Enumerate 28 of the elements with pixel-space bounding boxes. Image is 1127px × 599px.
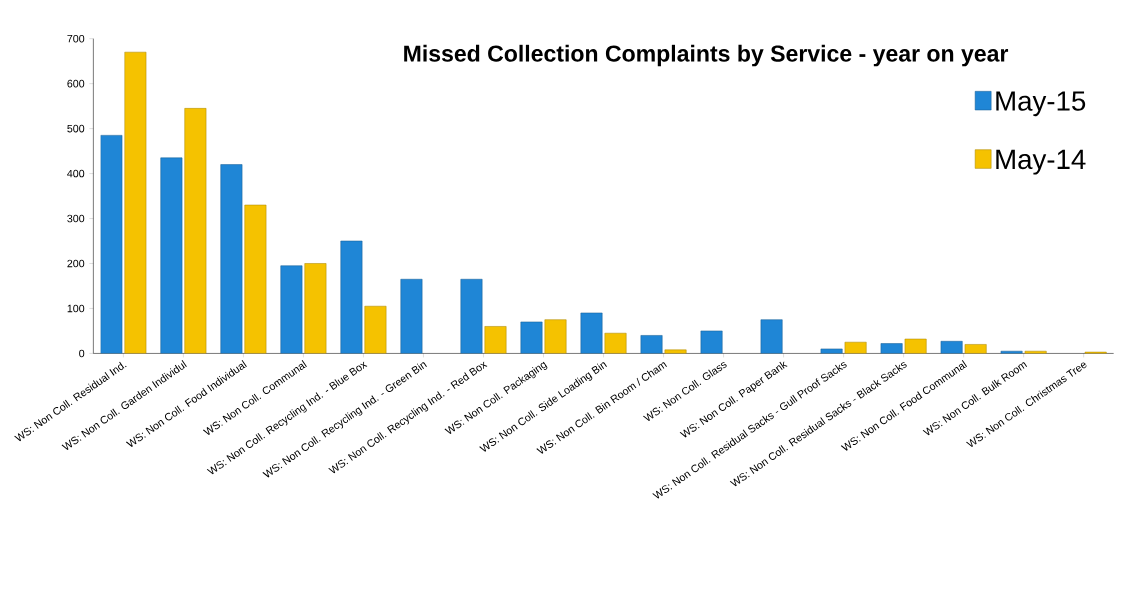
chart-title: Missed Collection Complaints by Service - year on year: [404, 44, 1009, 67]
bar: [304, 263, 327, 354]
bar: [460, 279, 483, 354]
y-tick-label: 200: [67, 259, 85, 268]
bar: [100, 135, 123, 354]
legend-label: May-14: [996, 149, 1086, 175]
bar: [280, 265, 303, 354]
bar: [364, 306, 387, 354]
bar: [400, 279, 423, 354]
bar: [760, 319, 783, 354]
y-tick-label: 700: [67, 34, 85, 43]
y-tick-label: 300: [67, 214, 85, 223]
y-tick-label: 600: [67, 79, 85, 88]
bar: [580, 312, 603, 354]
y-tick-label: 400: [67, 169, 85, 178]
y-tick-label: 0: [79, 349, 85, 358]
bar: [184, 108, 207, 354]
bar: [484, 326, 507, 354]
bar: [124, 51, 147, 354]
bar: [340, 240, 363, 354]
bar: [220, 164, 243, 354]
y-tick-label: 100: [67, 304, 85, 313]
bar: [244, 204, 267, 354]
bar: [520, 321, 543, 354]
legend-label: May-15: [996, 91, 1086, 117]
bar: [160, 157, 183, 354]
y-tick-label: 500: [67, 124, 85, 133]
bar: [544, 319, 567, 354]
